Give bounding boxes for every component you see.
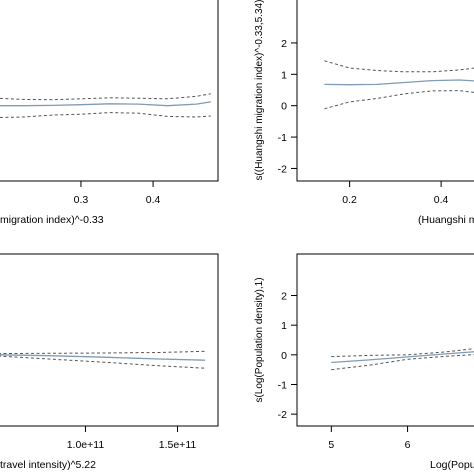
x-tick-label: 5 [328,439,334,451]
y-tick-label: -1 [278,379,287,391]
smooth-fit-line [0,101,211,107]
x-tick-label: 0.4 [434,194,449,206]
y-tick-label: 0 [281,101,287,113]
upper-ci-line [0,350,206,355]
x-axis-label: Log(Popu [430,459,474,471]
x-tick-label: 6 [405,439,411,451]
x-tick-label: 0.4 [146,194,161,206]
upper-ci-line [0,93,211,101]
x-tick-label: 0.2 [342,194,357,206]
x-tick-label: 1.0e+11 [67,439,105,451]
series-group [0,350,206,369]
y-tick-label: 2 [281,38,287,50]
plot-frame [0,0,219,182]
x-tick-label: 1.5e+11 [159,439,197,451]
smooth-fit-line [0,354,206,361]
x-axis-label: migration index)^-0.33 [0,214,104,226]
y-tick-label: 2 [281,291,287,303]
x-axis-label: travel intensity)^5.22 [0,459,96,471]
series-group [0,93,211,118]
lower-ci-line [0,112,211,118]
y-tick-label: -2 [278,409,287,421]
upper-ci-line [331,348,474,358]
y-tick-label: 0 [281,350,287,362]
panel-1: 0.3 0.4 migration index)^-0.33 [0,0,219,226]
y-tick-label: -2 [278,163,287,175]
x-axis-label: (Huangshi m [418,214,474,226]
plot-frame [296,253,474,427]
lower-ci-line [331,354,474,371]
smooth-fit-line [324,79,474,86]
panel-3: 1.0e+11 1.5e+11 travel intensity)^5.22 [0,253,219,471]
panel-4: 5 6 -2 -1 0 1 2 s(Log(Population density),1) Log… [254,253,474,471]
plot-frame [296,0,474,182]
y-tick-label: -1 [278,132,287,144]
series-group [324,60,474,110]
y-tick-label: 1 [281,69,287,81]
panel-2: 0.2 0.4 -2 -1 0 1 2 s((Huangshi migration index… [254,0,474,226]
lower-ci-line [0,355,206,369]
y-axis-label: s((Huangshi migration index)^-0.33,5.34) [254,0,265,180]
upper-ci-line [324,60,474,73]
series-group [331,348,474,371]
y-axis-label: s(Log(Population density),1) [254,277,265,402]
plot-frame [0,253,219,427]
y-tick-label: 1 [281,320,287,332]
smooth-fit-line [331,351,474,364]
lower-ci-line [324,90,474,110]
x-tick-label: 0.3 [74,194,89,206]
